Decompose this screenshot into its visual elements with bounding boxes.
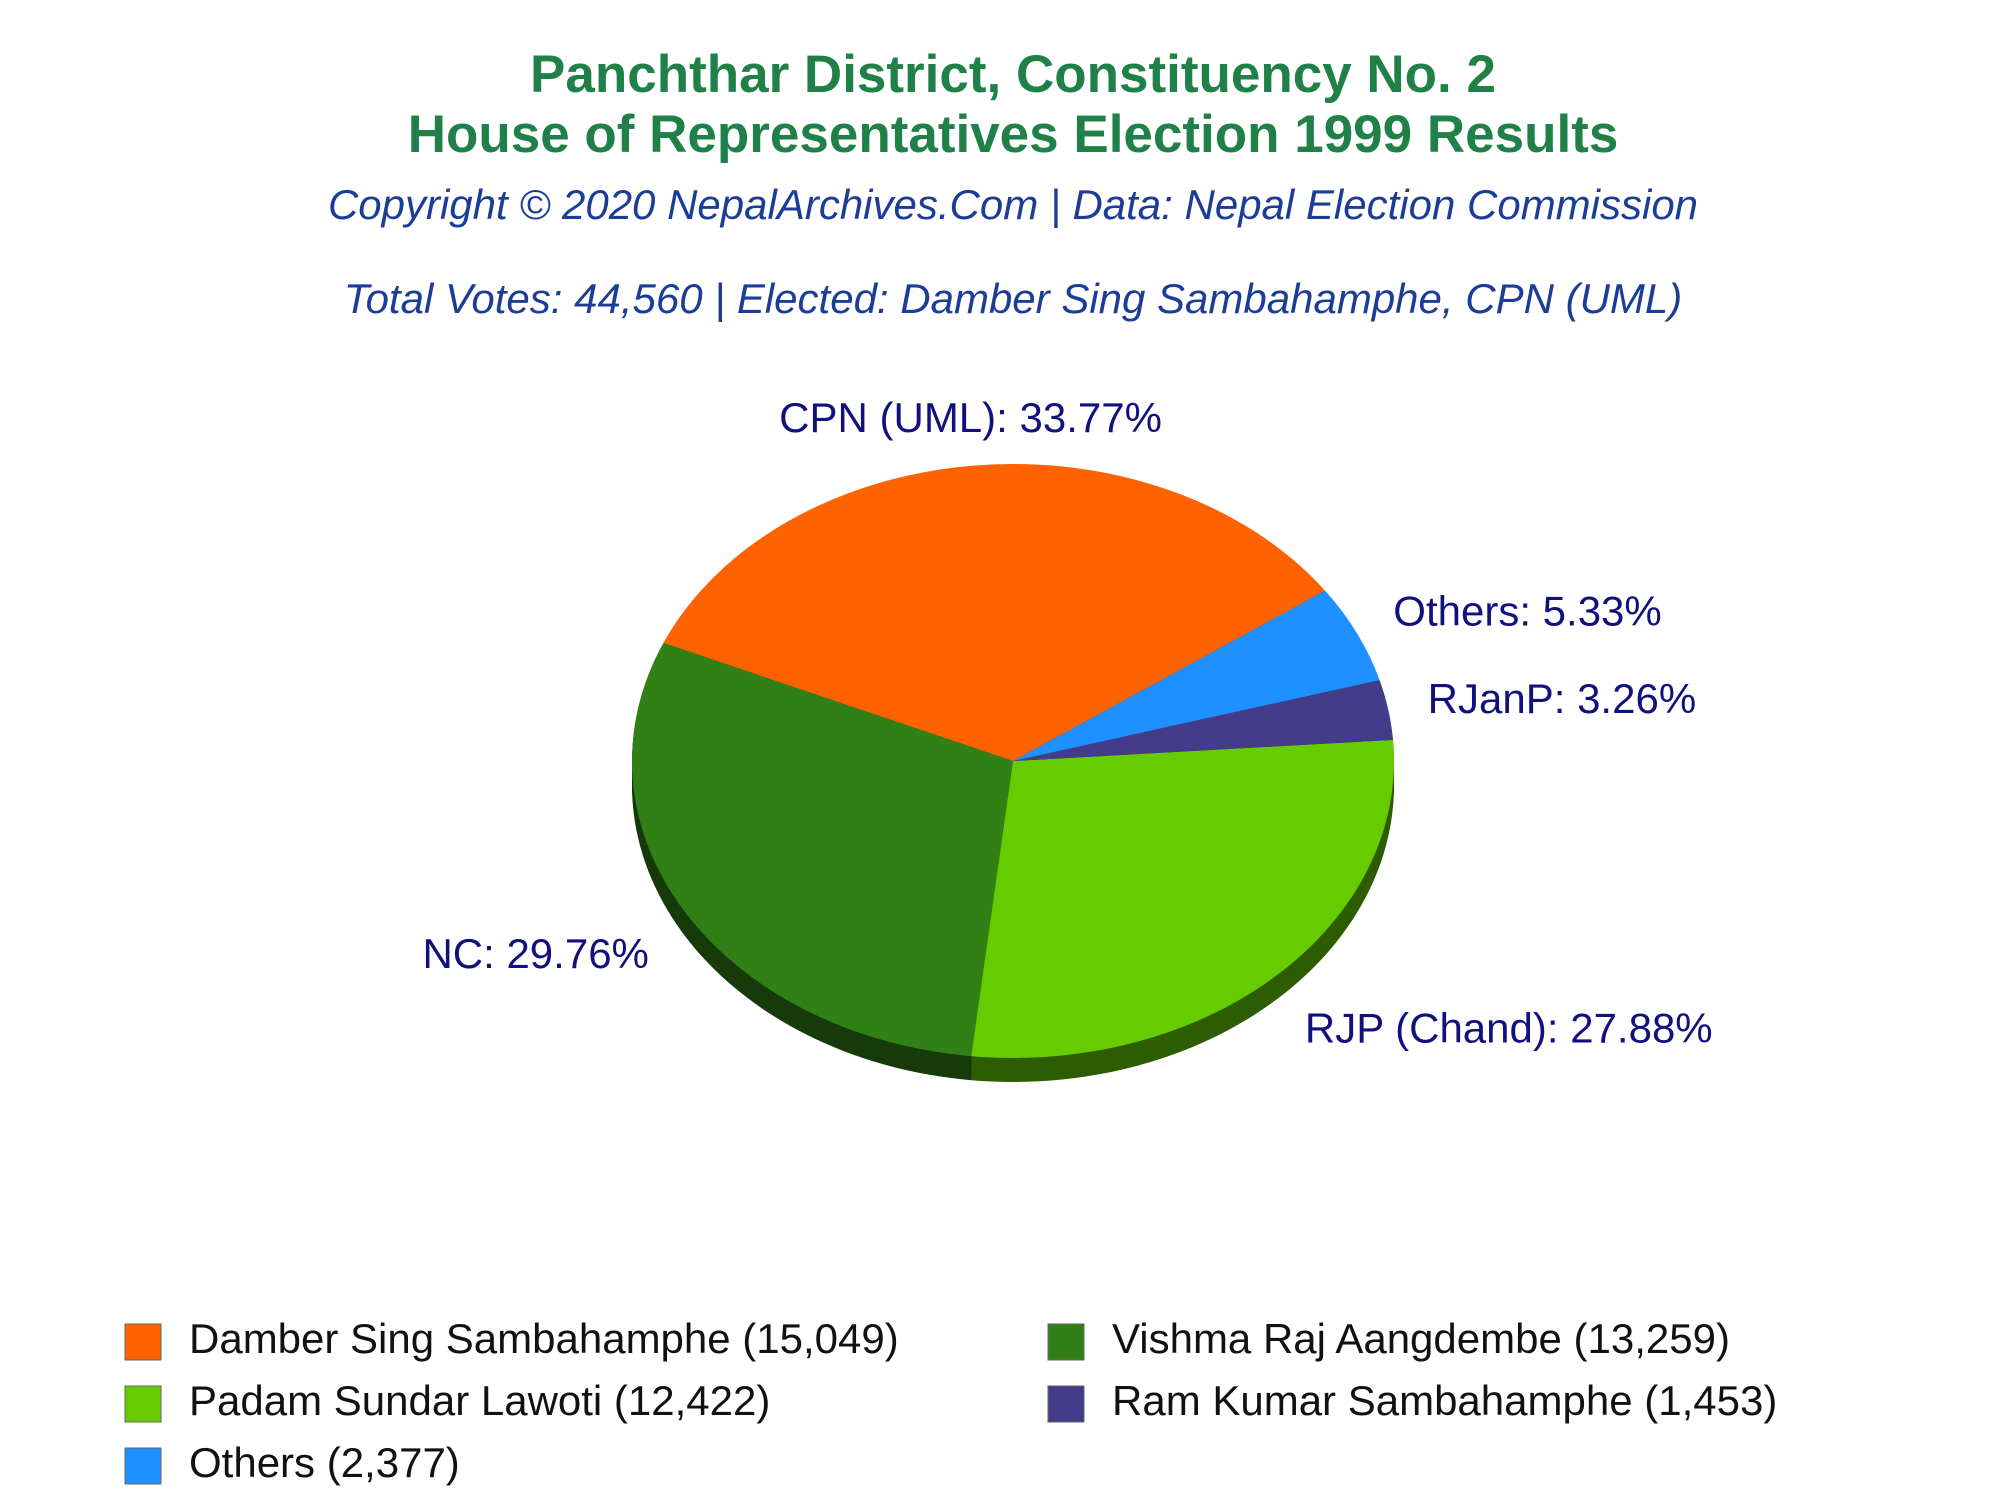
slice <box>663 464 1326 761</box>
slice-label: CPN (UML): 33.77% <box>779 394 1162 441</box>
slice <box>632 642 1013 1057</box>
legend-text: Vishma Raj Aangdembe (13,259) <box>1112 1315 1730 1362</box>
chart-title: House of Representatives Election 1999 R… <box>408 105 1619 164</box>
slice-label: RJanP: 3.26% <box>1428 675 1697 722</box>
legend-text: Ram Kumar Sambahamphe (1,453) <box>1112 1377 1777 1424</box>
legend-text: Padam Sundar Lawoti (12,422) <box>189 1377 770 1424</box>
legend-text: Others (2,377) <box>189 1439 460 1486</box>
slice-label: Others: 5.33% <box>1393 587 1661 634</box>
legend-swatch <box>1047 1385 1085 1423</box>
legend-swatch <box>124 1385 162 1423</box>
slice <box>971 739 1394 1058</box>
chart-title: Panchthar District, Constituency No. 2 <box>530 45 1496 104</box>
legend-swatch <box>124 1447 162 1485</box>
chart-subtitle: Total Votes: 44,560 | Elected: Damber Si… <box>344 275 1682 323</box>
legend-swatch <box>124 1323 162 1361</box>
slice <box>1013 680 1394 761</box>
legend-text: Damber Sing Sambahamphe (15,049) <box>189 1315 899 1362</box>
legend-swatch <box>1047 1323 1085 1361</box>
slice <box>1013 590 1380 761</box>
slice-label: NC: 29.76% <box>422 930 648 977</box>
slice-label: RJP (Chand): 27.88% <box>1305 1005 1713 1052</box>
chart-subtitle: Copyright © 2020 NepalArchives.Com | Dat… <box>328 181 1698 229</box>
